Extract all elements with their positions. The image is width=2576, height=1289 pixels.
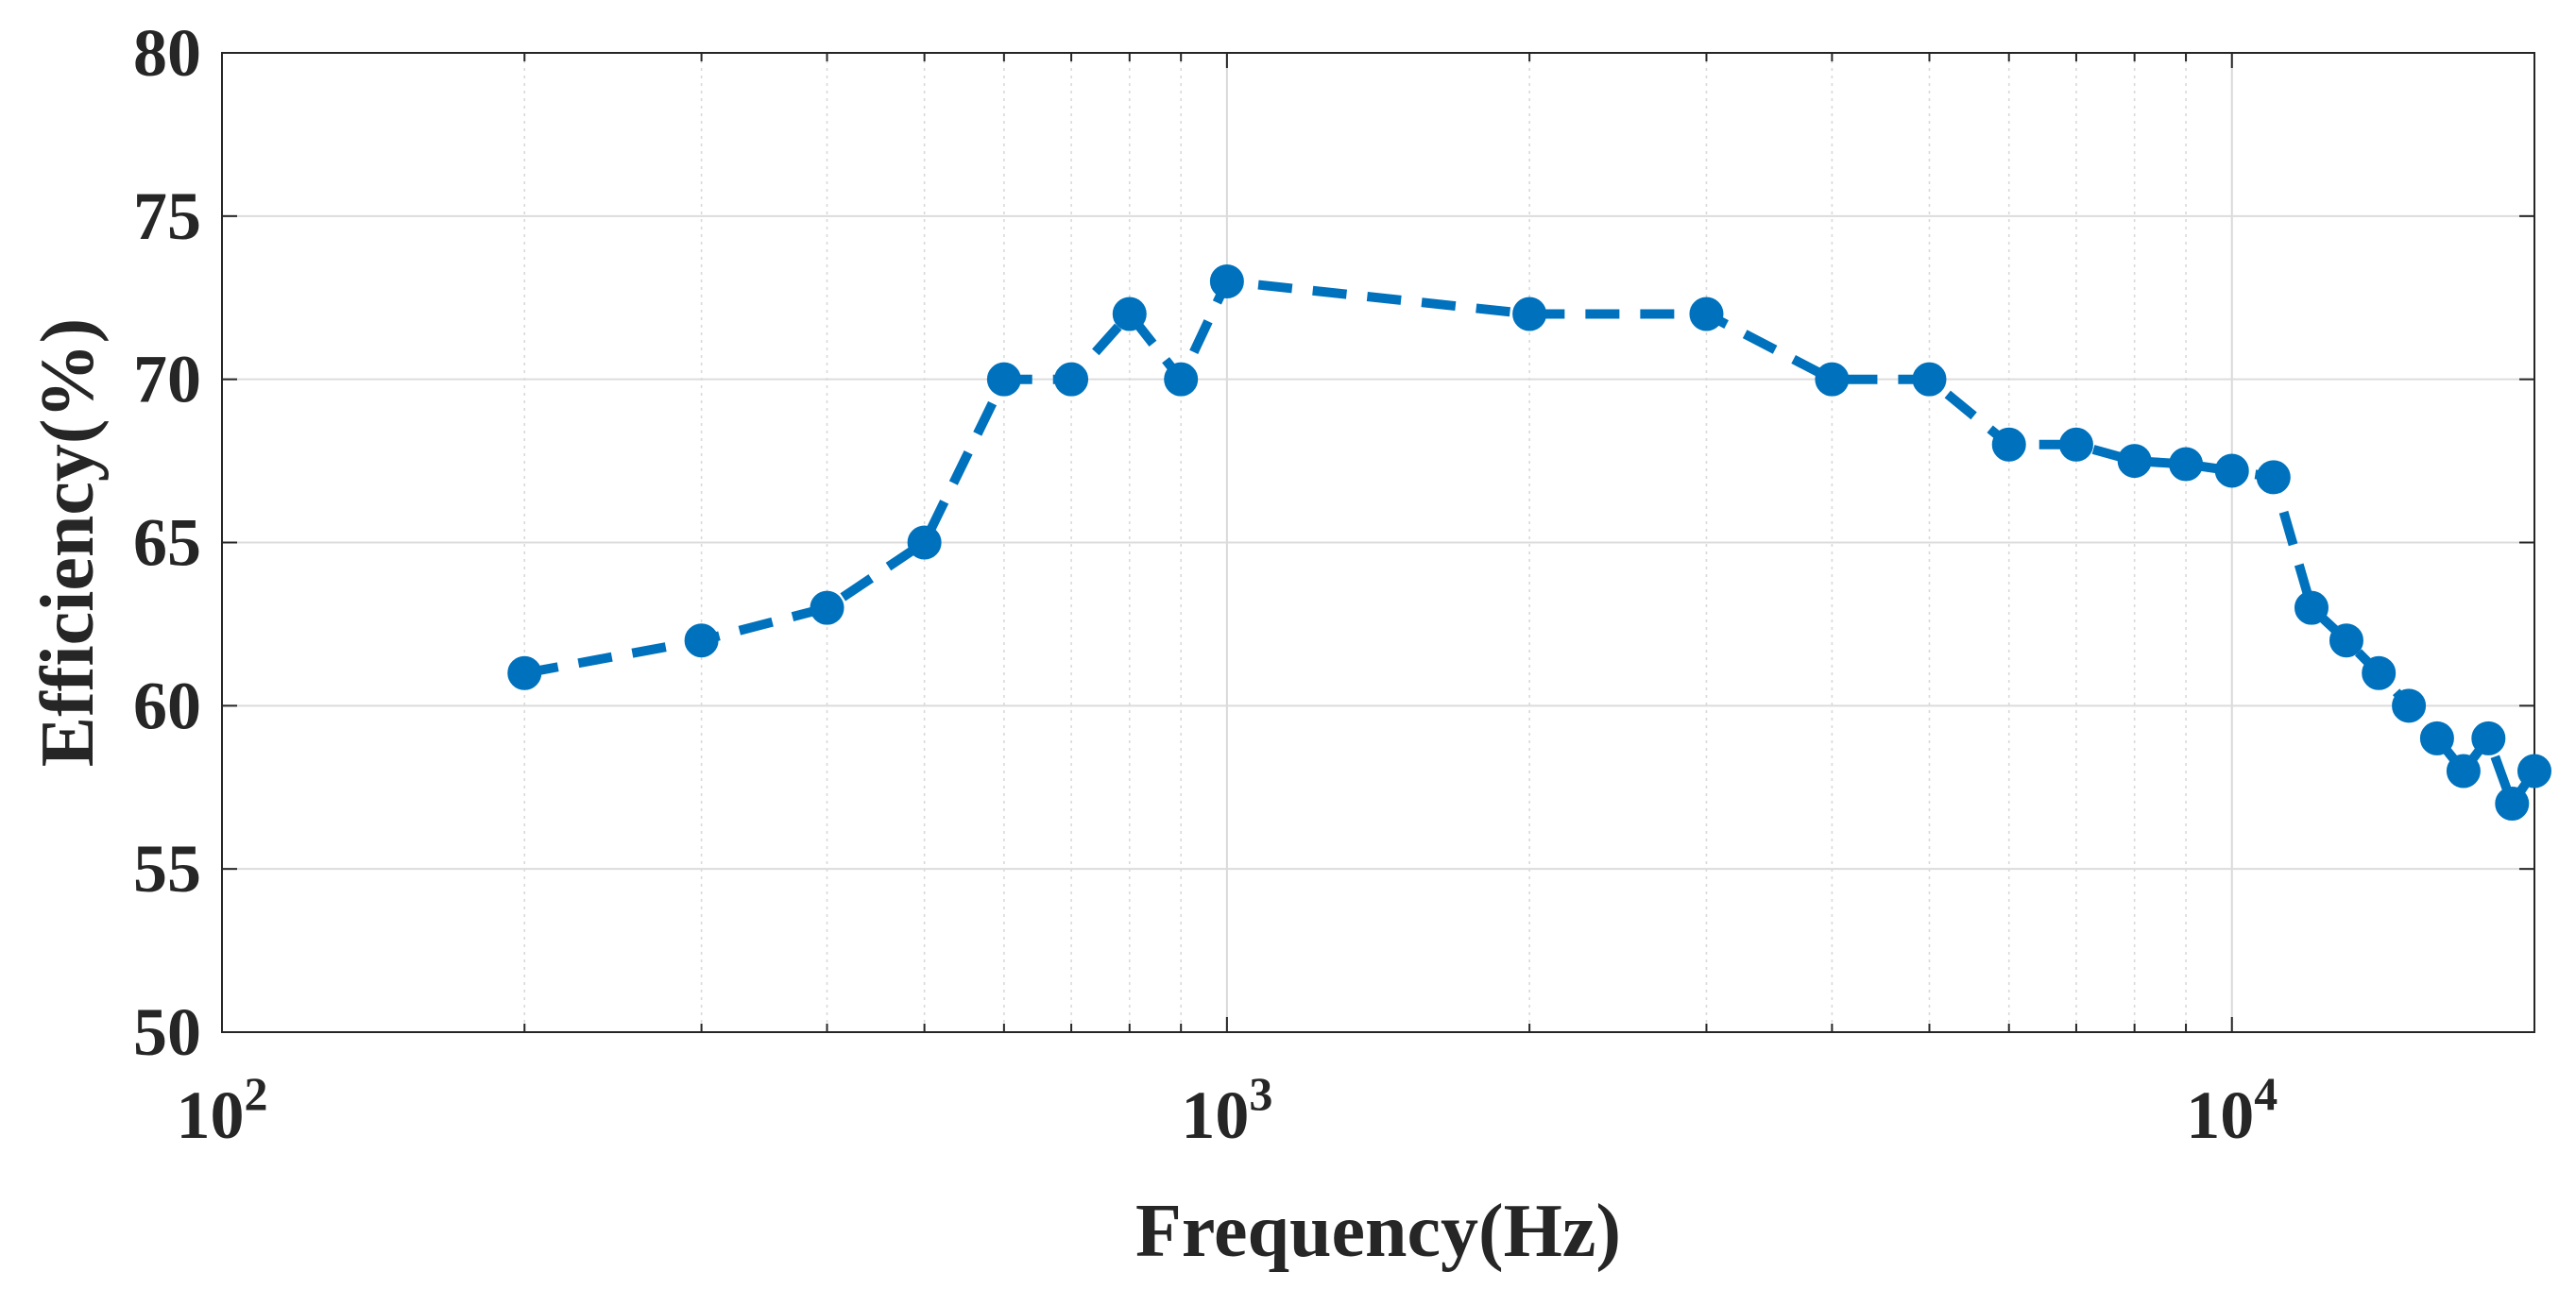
grid bbox=[222, 53, 2534, 1032]
data-point bbox=[1991, 427, 2026, 462]
data-point bbox=[1815, 362, 1850, 397]
data-point bbox=[2329, 623, 2363, 658]
axis-ticks bbox=[221, 52, 2535, 1033]
data-point bbox=[2517, 754, 2551, 789]
series bbox=[507, 263, 2551, 822]
data-point bbox=[2169, 447, 2204, 482]
series-line bbox=[523, 277, 2539, 808]
data-point bbox=[1689, 297, 1724, 331]
data-point bbox=[2256, 460, 2291, 495]
data-point bbox=[2471, 721, 2506, 755]
y-tick-label: 70 bbox=[133, 342, 201, 417]
data-point bbox=[507, 655, 542, 690]
data-point bbox=[2419, 721, 2454, 755]
x-tick-label: 104 bbox=[2186, 1067, 2277, 1153]
data-point bbox=[2362, 655, 2397, 690]
data-point bbox=[810, 590, 844, 625]
data-point bbox=[1912, 362, 1947, 397]
y-tick-label: 75 bbox=[133, 178, 201, 254]
data-point bbox=[986, 362, 1021, 397]
data-point bbox=[1164, 362, 1199, 397]
data-point bbox=[2392, 688, 2427, 723]
x-tick-labels: 102 103 104 bbox=[177, 1067, 2278, 1153]
data-point bbox=[1512, 297, 1547, 331]
data-point bbox=[2058, 427, 2093, 462]
y-tick-label: 55 bbox=[133, 831, 201, 907]
y-axis-label: Efficiency(%) bbox=[26, 318, 110, 767]
data-point bbox=[1209, 263, 1244, 298]
y-tick-label: 50 bbox=[133, 994, 201, 1070]
data-point bbox=[2117, 444, 2152, 479]
data-point bbox=[2495, 787, 2530, 822]
data-point bbox=[2214, 453, 2249, 488]
data-point bbox=[1112, 297, 1147, 331]
data-point bbox=[684, 623, 719, 658]
data-point bbox=[1054, 362, 1089, 397]
data-point bbox=[907, 525, 942, 560]
y-tick-labels: 50 55 60 65 70 75 80 bbox=[133, 15, 201, 1070]
x-tick-label: 102 bbox=[177, 1067, 268, 1153]
data-point bbox=[2294, 590, 2329, 625]
y-tick-label: 60 bbox=[133, 668, 201, 743]
data-point bbox=[2446, 754, 2481, 789]
y-tick-label: 80 bbox=[133, 15, 201, 91]
y-tick-label: 65 bbox=[133, 505, 201, 581]
x-tick-label: 103 bbox=[1181, 1067, 1272, 1153]
x-axis-label: Frequency(Hz) bbox=[1135, 1190, 1621, 1273]
